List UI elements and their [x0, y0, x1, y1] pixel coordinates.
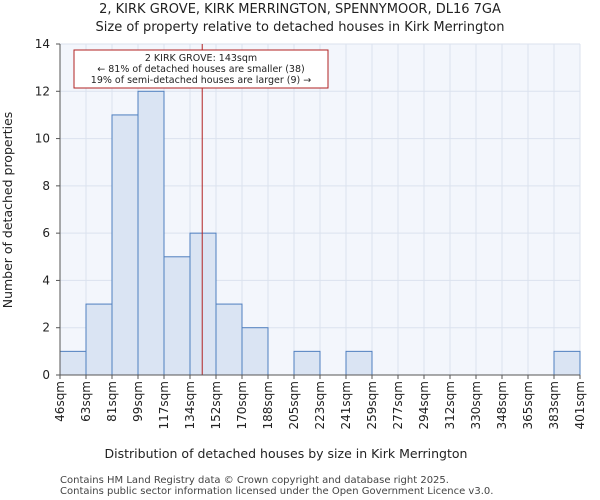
y-tick-label: 10	[35, 132, 50, 146]
x-tick-label: 117sqm	[157, 381, 171, 429]
histogram-bar	[241, 327, 269, 376]
x-tick-label: 99sqm	[131, 381, 145, 422]
histogram-bar	[163, 256, 191, 376]
x-tick-label: 277sqm	[391, 381, 405, 429]
x-tick-label: 46sqm	[53, 381, 67, 422]
x-tick-label: 259sqm	[365, 381, 379, 429]
x-tick-label: 63sqm	[79, 381, 93, 422]
footer-line-1: Contains HM Land Registry data © Crown c…	[60, 475, 449, 486]
x-tick-label: 348sqm	[495, 381, 509, 429]
histogram-bar	[345, 350, 373, 376]
x-axis-label: Distribution of detached houses by size …	[105, 446, 468, 461]
annotation-line-smaller: ← 81% of detached houses are smaller (38…	[97, 64, 304, 75]
histogram-bar	[111, 114, 139, 376]
annotation-line-title: 2 KIRK GROVE: 143sqm	[145, 53, 257, 64]
histogram-bar	[189, 232, 217, 376]
x-tick-label: 152sqm	[209, 381, 223, 429]
chart-title: 2, KIRK GROVE, KIRK MERRINGTON, SPENNYMO…	[99, 2, 501, 17]
x-tick-label: 365sqm	[521, 381, 535, 429]
histogram-bar	[59, 350, 87, 376]
y-tick-labels: 0 2 4 6 8 10 12 14	[35, 37, 60, 382]
annotation-frame	[73, 49, 329, 89]
histogram-bar	[85, 303, 113, 376]
y-tick-label: 6	[42, 226, 50, 240]
y-tick-label: 2	[42, 321, 50, 335]
x-tick-label: 205sqm	[287, 381, 301, 429]
y-tick-label: 0	[42, 368, 50, 382]
histogram-bar	[553, 350, 581, 376]
bars	[59, 90, 581, 376]
x-tick-label: 134sqm	[183, 381, 197, 429]
x-tick-label: 241sqm	[339, 381, 353, 429]
y-tick-label: 12	[35, 84, 50, 98]
y-axis-label: Number of detached properties	[0, 112, 15, 309]
x-tick-label: 401sqm	[573, 381, 587, 429]
x-tick-label: 312sqm	[443, 381, 457, 429]
y-tick-label: 8	[42, 179, 50, 193]
histogram-bar	[215, 303, 243, 376]
x-tick-labels: 46sqm 63sqm 81sqm 99sqm 117sqm 134sqm 152sqm 17…	[53, 375, 587, 429]
histogram-bar	[293, 350, 321, 376]
annotation-line-larger: 19% of semi-detached houses are larger (…	[91, 75, 311, 86]
y-tick-label: 14	[35, 37, 50, 51]
chart-subtitle: Size of property relative to detached ho…	[96, 20, 505, 35]
x-tick-label: 170sqm	[235, 381, 249, 429]
x-tick-label: 188sqm	[261, 381, 275, 429]
x-tick-label: 223sqm	[313, 381, 327, 429]
x-tick-label: 81sqm	[105, 381, 119, 422]
x-tick-label: 330sqm	[469, 381, 483, 429]
histogram-bar	[137, 90, 165, 376]
footer-line-2: Contains public sector information licen…	[60, 486, 493, 497]
x-tick-label: 294sqm	[417, 381, 431, 429]
x-tick-label: 383sqm	[547, 381, 561, 429]
y-tick-label: 4	[42, 273, 50, 287]
annotation-box: 2 KIRK GROVE: 143sqm ← 81% of detached h…	[73, 49, 329, 89]
